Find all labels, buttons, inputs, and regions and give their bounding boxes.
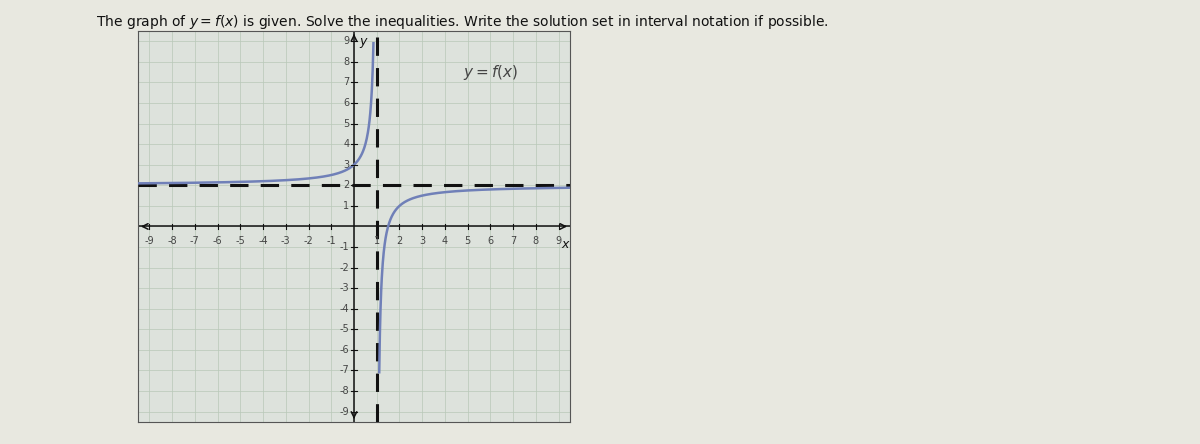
Text: -4: -4 xyxy=(258,236,268,246)
Text: 7: 7 xyxy=(510,236,516,246)
Text: y: y xyxy=(360,35,367,48)
Text: The graph of $y =f(x)$ is given. Solve the inequalities. Write the solution set : The graph of $y =f(x)$ is given. Solve t… xyxy=(96,13,829,32)
Text: -3: -3 xyxy=(281,236,290,246)
Text: -9: -9 xyxy=(340,407,349,416)
Text: -3: -3 xyxy=(340,283,349,293)
Text: -1: -1 xyxy=(340,242,349,252)
Text: $y = f(x)$: $y = f(x)$ xyxy=(463,63,518,82)
Text: 8: 8 xyxy=(343,57,349,67)
Text: 8: 8 xyxy=(533,236,539,246)
Text: -8: -8 xyxy=(340,386,349,396)
Text: -8: -8 xyxy=(167,236,176,246)
Text: 4: 4 xyxy=(442,236,448,246)
Text: 5: 5 xyxy=(464,236,470,246)
Text: -6: -6 xyxy=(212,236,222,246)
Text: -2: -2 xyxy=(340,262,349,273)
Text: 6: 6 xyxy=(487,236,493,246)
Text: -5: -5 xyxy=(235,236,245,246)
Text: x: x xyxy=(562,238,569,251)
Text: 6: 6 xyxy=(343,98,349,108)
Text: 7: 7 xyxy=(343,78,349,87)
Text: 9: 9 xyxy=(556,236,562,246)
Text: 9: 9 xyxy=(343,36,349,46)
Text: 2: 2 xyxy=(396,236,402,246)
Text: 4: 4 xyxy=(343,139,349,149)
Text: -5: -5 xyxy=(340,324,349,334)
Text: 1: 1 xyxy=(373,236,379,246)
Text: 1: 1 xyxy=(343,201,349,211)
Text: -2: -2 xyxy=(304,236,313,246)
Text: -9: -9 xyxy=(144,236,154,246)
Text: -1: -1 xyxy=(326,236,336,246)
Text: 3: 3 xyxy=(419,236,425,246)
Text: 5: 5 xyxy=(343,119,349,129)
Text: 3: 3 xyxy=(343,160,349,170)
Text: 2: 2 xyxy=(343,180,349,190)
Text: -4: -4 xyxy=(340,304,349,314)
Text: -7: -7 xyxy=(340,365,349,375)
Text: -6: -6 xyxy=(340,345,349,355)
Text: -7: -7 xyxy=(190,236,199,246)
